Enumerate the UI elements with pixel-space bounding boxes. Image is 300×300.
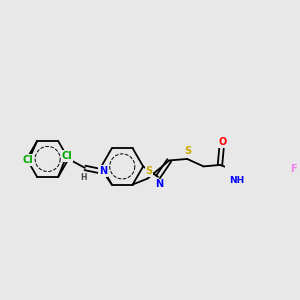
Text: S: S (146, 166, 153, 176)
Text: N: N (155, 179, 164, 189)
Text: S: S (184, 146, 191, 157)
Text: O: O (219, 137, 227, 147)
Text: Cl: Cl (23, 155, 34, 165)
Text: F: F (290, 164, 297, 174)
Text: NH: NH (230, 176, 245, 185)
Text: Cl: Cl (62, 151, 72, 161)
Text: H: H (80, 173, 87, 182)
Text: N: N (99, 166, 107, 176)
